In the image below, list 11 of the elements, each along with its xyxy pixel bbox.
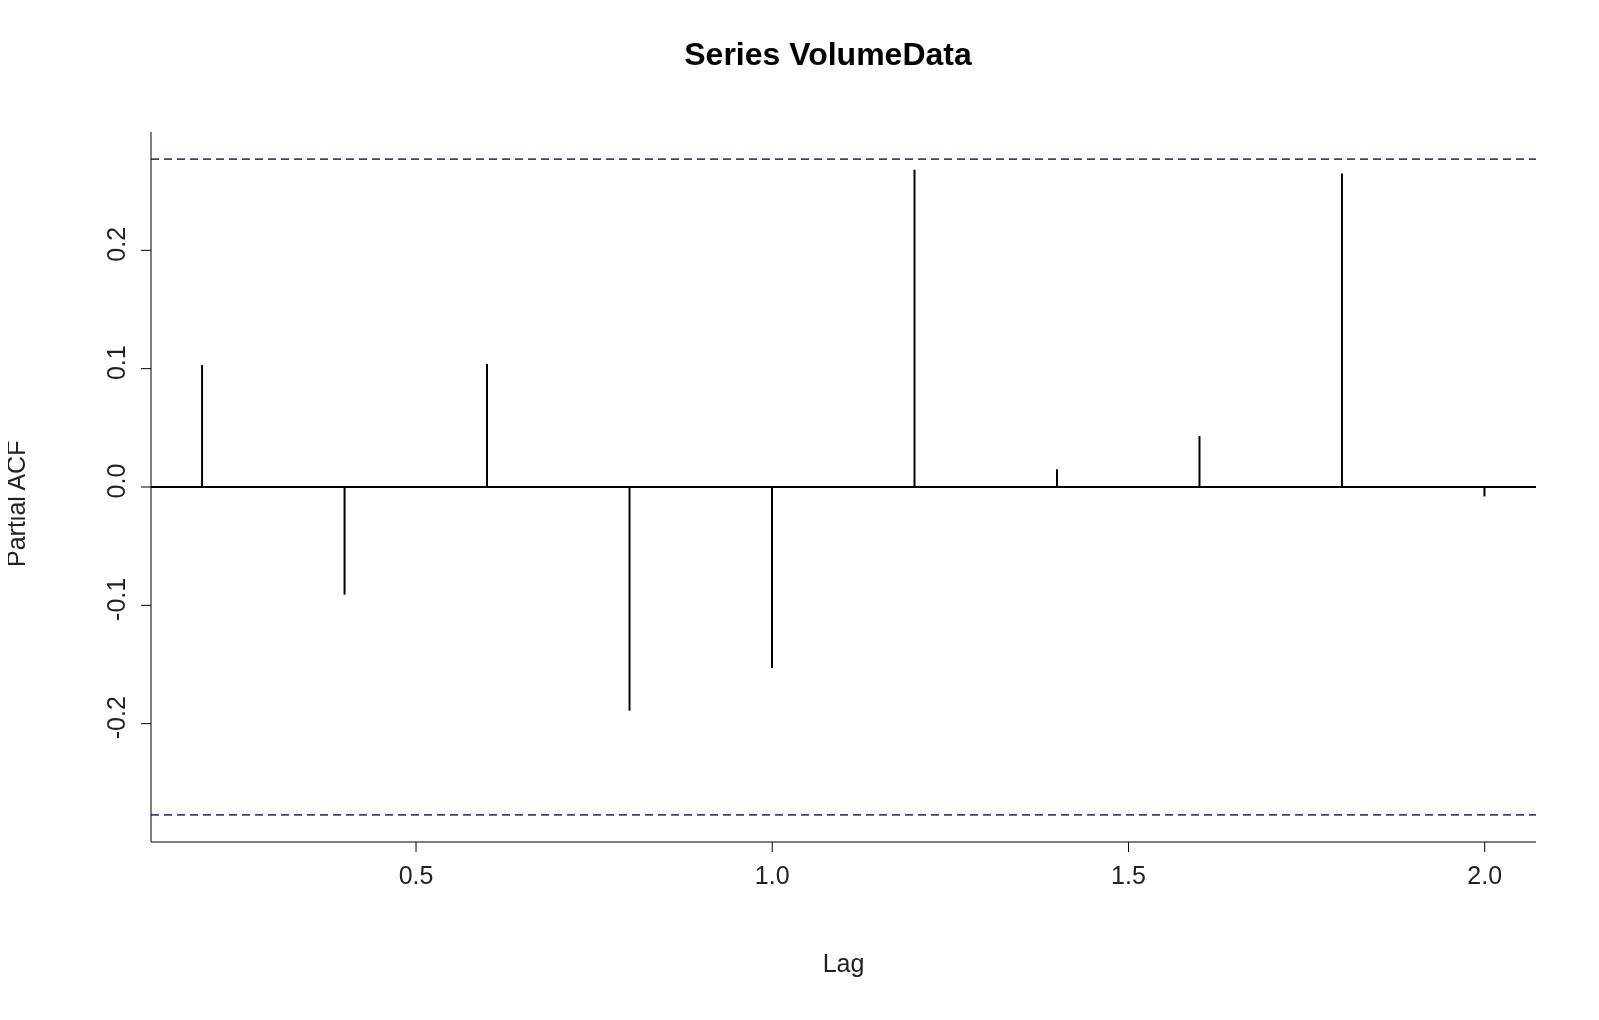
y-tick-label: -0.1 xyxy=(102,577,130,621)
x-tick-label: 2.0 xyxy=(1467,860,1503,889)
y-tick-label: 0.2 xyxy=(102,226,130,262)
x-axis-title: Lag xyxy=(822,949,865,977)
y-tick-label: 0.1 xyxy=(102,345,130,381)
y-tick-label: -0.2 xyxy=(102,696,130,740)
x-tick-label: 1.5 xyxy=(1111,860,1146,889)
x-tick-label: 1.0 xyxy=(754,860,790,889)
chart-title: Series VolumeData xyxy=(683,36,973,73)
y-tick-label: 0.0 xyxy=(102,463,130,499)
x-tick-label: 0.5 xyxy=(398,860,434,889)
